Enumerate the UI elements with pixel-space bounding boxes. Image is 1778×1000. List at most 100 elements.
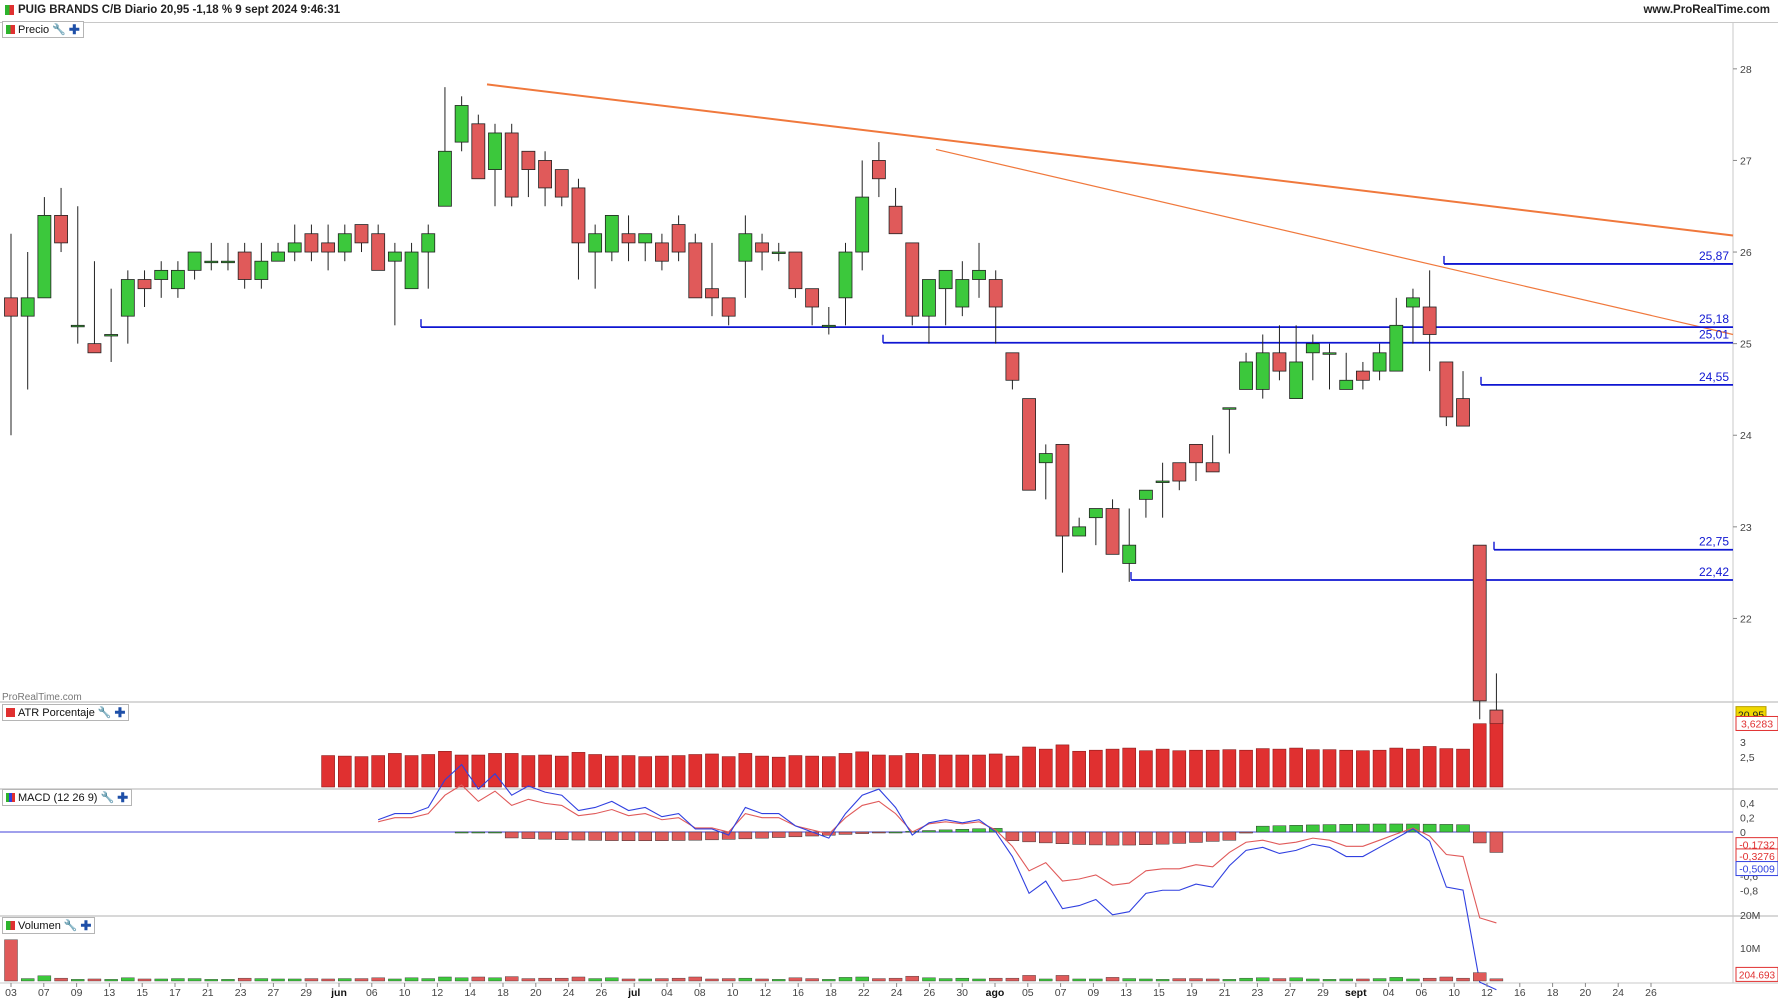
volume-bar bbox=[705, 978, 719, 982]
macd-histogram-bar bbox=[838, 831, 853, 835]
candle-body bbox=[922, 279, 936, 317]
time-axis-label: 12 bbox=[1481, 987, 1493, 999]
candle-body bbox=[821, 324, 836, 328]
atr-bar bbox=[1439, 748, 1454, 788]
chart-title: PUIG BRANDS C/B Diario 20,95 -1,18 % 9 s… bbox=[18, 4, 341, 16]
candle-body bbox=[1355, 370, 1370, 381]
candle-body bbox=[621, 233, 636, 244]
atr-bar bbox=[1422, 746, 1437, 788]
time-axis-label: 10 bbox=[399, 987, 411, 999]
atr-panel-label[interactable]: ATR Porcentaje 🔧 ✚ bbox=[2, 704, 130, 721]
time-axis-label: 27 bbox=[268, 987, 280, 999]
candle-body bbox=[805, 288, 820, 308]
candle-body bbox=[454, 105, 469, 143]
candle-body bbox=[1055, 443, 1070, 537]
volume-bar bbox=[721, 978, 736, 982]
wrench-icon[interactable]: 🔧 bbox=[63, 920, 78, 932]
candle-body bbox=[988, 279, 1003, 308]
volume-bar bbox=[187, 978, 202, 982]
macd-histogram-bar bbox=[588, 831, 602, 841]
candle-body bbox=[1072, 526, 1087, 537]
atr-bar bbox=[922, 754, 936, 788]
volume-bar bbox=[989, 977, 1003, 982]
time-axis-label: 07 bbox=[38, 987, 50, 999]
atr-bar bbox=[1139, 750, 1153, 788]
candle-body bbox=[4, 297, 18, 317]
time-axis-label: 23 bbox=[1252, 987, 1264, 999]
candle-body bbox=[354, 224, 369, 244]
atr-bar bbox=[1005, 755, 1020, 788]
candle-body bbox=[1456, 398, 1470, 427]
candle-body bbox=[87, 343, 102, 354]
atr-bar bbox=[905, 753, 920, 788]
volume-bar bbox=[1439, 976, 1454, 982]
plus-icon[interactable]: ✚ bbox=[117, 790, 129, 805]
candle-body bbox=[37, 214, 52, 299]
candle-body bbox=[1289, 361, 1304, 399]
macd-histogram-bar bbox=[922, 830, 936, 833]
time-axis-label: 17 bbox=[169, 987, 181, 999]
plus-icon[interactable]: ✚ bbox=[68, 22, 80, 37]
volume-bar bbox=[1055, 975, 1070, 982]
wrench-icon[interactable]: 🔧 bbox=[52, 24, 66, 36]
atr-value-badge bbox=[1735, 715, 1778, 731]
candle-body bbox=[1272, 352, 1287, 372]
atr-bar bbox=[438, 751, 452, 788]
macd-histogram-bar bbox=[1189, 831, 1203, 843]
price-panel-label[interactable]: Precio 🔧 ✚ bbox=[2, 21, 84, 38]
candle-body bbox=[237, 251, 252, 280]
plus-icon[interactable]: ✚ bbox=[80, 918, 92, 933]
wrench-icon[interactable]: 🔧 bbox=[100, 792, 115, 804]
candle-body bbox=[554, 169, 569, 198]
time-axis-label: jun bbox=[330, 987, 347, 999]
macd-panel-icon bbox=[6, 793, 15, 802]
atr-bar bbox=[488, 753, 502, 788]
time-axis-label: 09 bbox=[1088, 987, 1100, 999]
macd-panel-label[interactable]: MACD (12 26 9) 🔧 ✚ bbox=[2, 789, 133, 806]
macd-histogram-bar bbox=[1055, 831, 1070, 844]
time-axis-label: 18 bbox=[1547, 987, 1559, 999]
atr-panel-icon bbox=[6, 708, 15, 717]
volume-bar bbox=[972, 978, 986, 982]
time-axis-label: 03 bbox=[5, 987, 17, 999]
atr-bar bbox=[688, 754, 703, 788]
atr-bar bbox=[1372, 749, 1387, 788]
atr-bar bbox=[988, 753, 1003, 788]
volume-bar bbox=[1372, 978, 1387, 982]
volume-bar bbox=[421, 978, 435, 982]
plus-icon[interactable]: ✚ bbox=[114, 705, 126, 720]
atr-bar bbox=[1489, 723, 1504, 788]
volume-bar bbox=[1072, 978, 1086, 982]
atr-bar bbox=[938, 754, 953, 788]
candle-body bbox=[1105, 508, 1120, 555]
volume-bar bbox=[1222, 979, 1237, 982]
macd-histogram-bar bbox=[888, 831, 903, 834]
time-axis-label: 22 bbox=[858, 987, 870, 999]
macd-histogram-bar bbox=[1456, 824, 1470, 833]
macd-histogram-bar bbox=[538, 831, 552, 840]
atr-bar bbox=[1105, 748, 1120, 788]
site-link[interactable]: www.ProRealTime.com bbox=[1643, 4, 1770, 16]
candle-body bbox=[938, 269, 953, 290]
time-axis-label: 10 bbox=[1448, 987, 1460, 999]
time-axis-label: 12 bbox=[760, 987, 772, 999]
time-axis-label: 14 bbox=[464, 987, 476, 999]
candle-body bbox=[438, 150, 452, 207]
atr-bar bbox=[738, 753, 753, 788]
atr-bar bbox=[1456, 748, 1470, 788]
atr-bar bbox=[1255, 748, 1270, 788]
macd-histogram-bar bbox=[855, 831, 869, 834]
time-axis-label: 15 bbox=[1153, 987, 1165, 999]
volume-panel-label[interactable]: Volumen 🔧 ✚ bbox=[2, 917, 96, 934]
volume-bar bbox=[855, 976, 869, 982]
macd-histogram-bar bbox=[872, 831, 886, 834]
volume-value-label: 204.693 bbox=[1739, 970, 1776, 981]
volume-bar bbox=[37, 975, 52, 982]
candle-body bbox=[1038, 453, 1053, 464]
macd-histogram-bar bbox=[788, 831, 803, 838]
macd-histogram-bar bbox=[1139, 831, 1153, 845]
candle-body bbox=[1439, 361, 1454, 418]
wrench-icon[interactable]: 🔧 bbox=[97, 707, 112, 719]
time-axis-label: 20 bbox=[530, 987, 542, 999]
